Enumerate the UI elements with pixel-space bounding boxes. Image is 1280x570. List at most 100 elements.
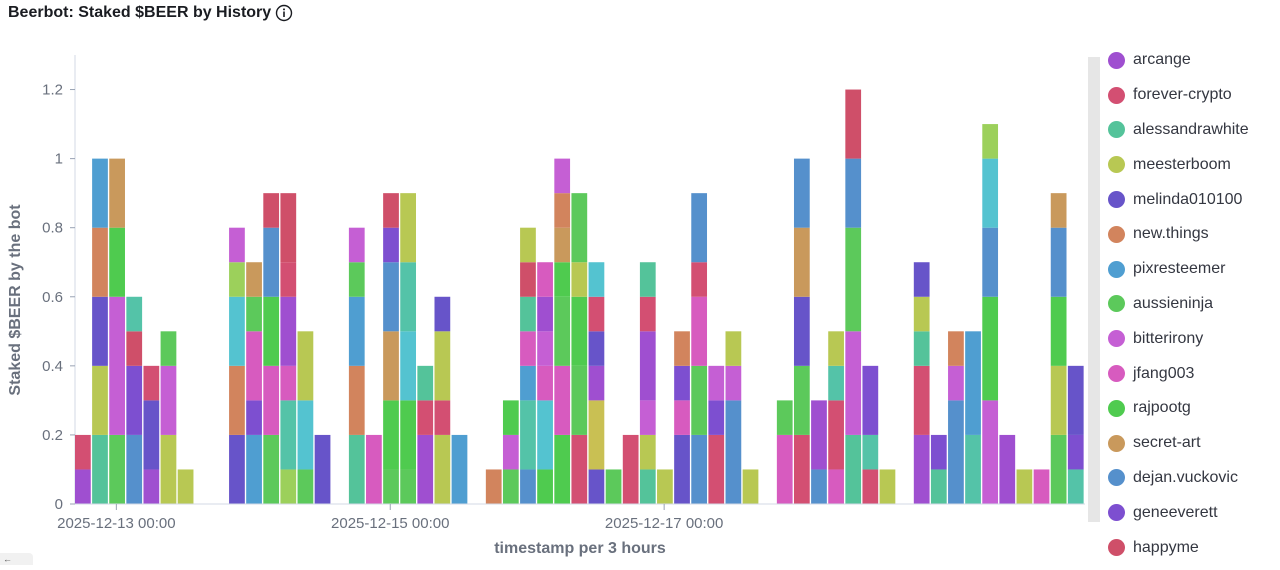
- bar-segment: [434, 331, 451, 401]
- x-tick-label: 2025-12-15 00:00: [331, 515, 449, 532]
- bar-stack: [742, 469, 759, 504]
- bar-segment: [177, 469, 194, 504]
- bar-segment: [383, 331, 399, 401]
- legend-label: melinda010100: [1133, 190, 1243, 208]
- bar-segment: [383, 227, 399, 263]
- bar-segment: [126, 331, 143, 366]
- bar-segment: [691, 193, 708, 263]
- x-tick-label: 2025-12-13 00:00: [57, 515, 175, 532]
- bar-segment: [229, 434, 245, 504]
- bar-segment: [92, 365, 108, 435]
- legend-item[interactable]: meesterboom: [1108, 147, 1249, 182]
- bar-segment: [674, 331, 690, 366]
- bar-segment: [588, 262, 605, 297]
- bar-stack: [845, 89, 862, 504]
- bar-segment: [691, 262, 708, 297]
- legend-swatch: [1108, 504, 1125, 522]
- bar-segment: [982, 158, 999, 228]
- bar-segment: [554, 434, 571, 504]
- bar-segment: [348, 365, 365, 435]
- bar-segment: [999, 434, 1016, 504]
- bar-segment: [229, 227, 245, 263]
- legend: arcange forever-crypto alessandrawhite mees…: [1088, 43, 1278, 565]
- y-tick-label: 0.8: [42, 220, 63, 237]
- bar-segment: [143, 365, 160, 401]
- bar-segment: [537, 400, 553, 470]
- legend-item[interactable]: secret-art: [1108, 426, 1249, 461]
- legend-swatch: [1108, 330, 1125, 348]
- bar-segment: [75, 469, 91, 504]
- bar-segment: [383, 262, 399, 332]
- bar-segment: [776, 400, 793, 435]
- legend-item[interactable]: forever-crypto: [1108, 78, 1249, 113]
- legend-item[interactable]: arcange: [1108, 43, 1249, 78]
- legend-item[interactable]: melinda010100: [1108, 182, 1249, 217]
- legend-scrollbar[interactable]: [1088, 57, 1100, 522]
- bar-segment: [742, 469, 759, 504]
- bar-segment: [1050, 193, 1067, 228]
- bar-segment: [434, 296, 451, 332]
- bar-segment: [639, 262, 656, 297]
- bar-segment: [160, 331, 177, 366]
- bar-stack: [657, 469, 673, 504]
- y-axis-label: Staked $BEER by the bot: [7, 204, 24, 396]
- bar-stack: [1050, 193, 1067, 504]
- legend-item[interactable]: happyme: [1108, 530, 1249, 565]
- legend-label: bitterirony: [1133, 329, 1204, 347]
- bar-segment: [400, 331, 417, 401]
- bar-stack: [520, 227, 536, 504]
- bar-segment: [280, 193, 297, 263]
- bar-segment: [400, 400, 417, 470]
- legend-label: dejan.vuckovic: [1133, 468, 1238, 486]
- legend-swatch: [1108, 469, 1125, 487]
- bar-segment: [263, 296, 280, 366]
- legend-item[interactable]: alessandrawhite: [1108, 113, 1249, 148]
- bar-segment: [263, 365, 280, 435]
- bar-segment: [605, 469, 622, 504]
- legend-item[interactable]: new.things: [1108, 217, 1249, 252]
- bar-segment: [1050, 296, 1067, 366]
- bar-segment: [246, 434, 262, 504]
- bar-segment: [674, 434, 690, 504]
- info-icon[interactable]: [275, 4, 293, 22]
- bar-segment: [348, 434, 365, 504]
- x-axis-label: timestamp per 3 hours: [494, 540, 666, 557]
- legend-swatch: [1108, 86, 1125, 104]
- bar-segment: [845, 434, 862, 504]
- bar-segment: [537, 365, 553, 401]
- bar-stack: [417, 365, 434, 504]
- corner-handle[interactable]: ←: [0, 553, 33, 565]
- bar-stack: [982, 124, 999, 504]
- bar-stack: [571, 193, 588, 504]
- bar-segment: [280, 296, 297, 366]
- bar-segment: [366, 434, 382, 504]
- bar-stack: [348, 227, 365, 504]
- legend-item[interactable]: pixresteemer: [1108, 252, 1249, 287]
- bar-segment: [314, 434, 331, 504]
- bar-segment: [1067, 469, 1084, 504]
- bar-segment: [280, 400, 297, 470]
- bar-segment: [280, 262, 297, 297]
- bar-stack: [965, 331, 981, 504]
- legend-item[interactable]: rajpootg: [1108, 391, 1249, 426]
- bar-segment: [383, 469, 399, 504]
- bar-stack: [126, 296, 143, 504]
- x-axis: 2025-12-13 00:00 2025-12-15 00:00 2025-12-…: [57, 503, 1085, 532]
- legend-swatch: [1108, 156, 1125, 174]
- bar-stack: [622, 434, 639, 504]
- x-tick-label: 2025-12-17 00:00: [605, 515, 723, 532]
- legend-swatch: [1108, 295, 1125, 313]
- legend-item[interactable]: dejan.vuckovic: [1108, 461, 1249, 496]
- legend-item[interactable]: jfang003: [1108, 356, 1249, 391]
- legend-item[interactable]: geneeverett: [1108, 495, 1249, 530]
- bar-segment: [965, 434, 981, 504]
- legend-item[interactable]: bitterirony: [1108, 321, 1249, 356]
- bar-stack: [485, 469, 502, 504]
- legend-item[interactable]: aussieninja: [1108, 287, 1249, 322]
- bar-segment: [537, 296, 553, 332]
- bar-segment: [588, 400, 605, 470]
- bar-segment: [691, 434, 708, 504]
- bar-segment: [229, 262, 245, 297]
- bar-segment: [708, 434, 725, 504]
- stacked-bar-chart: 00.20.40.60.811.2 2025-12-13 00:00 2025-1…: [7, 55, 1085, 557]
